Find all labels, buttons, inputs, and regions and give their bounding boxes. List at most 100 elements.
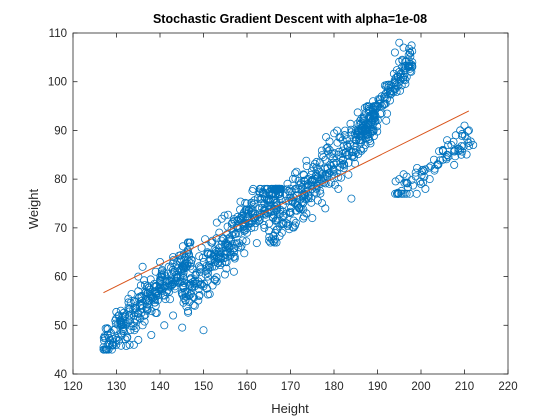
data-point [274,184,283,193]
data-point [273,214,282,223]
data-point [357,146,366,155]
data-point [321,155,330,164]
data-point [164,262,173,271]
data-point [338,160,347,169]
data-point [160,321,169,330]
data-point [442,153,451,162]
data-point [222,264,231,273]
data-point [224,210,233,219]
data-point [347,194,356,203]
data-point [352,136,361,145]
data-point [203,272,212,281]
y-tick-label: 70 [54,223,67,235]
data-point [421,165,430,174]
data-point [469,140,478,149]
data-point [418,165,427,174]
data-point [201,235,210,244]
data-point [359,144,368,153]
data-point [333,126,342,135]
data-point [132,301,141,310]
data-point [292,167,301,176]
data-point [265,232,274,241]
data-point [242,199,251,208]
data-point [310,159,319,168]
data-point [399,170,408,179]
data-point [286,209,295,218]
data-point [169,253,178,262]
data-point [269,214,278,223]
x-tick-label: 220 [498,381,517,393]
data-point [407,41,416,50]
data-point [421,184,430,193]
data-point [408,58,417,67]
data-point [338,155,347,164]
data-point [390,48,399,57]
data-point [178,242,187,251]
data-point [113,320,122,329]
data-point [111,316,120,325]
data-point [182,302,191,311]
data-point [135,292,144,301]
data-point [140,317,149,326]
data-point [212,218,221,227]
data-point [111,325,120,334]
data-point [356,116,365,125]
data-point [112,335,121,344]
data-point [103,325,112,334]
data-point [225,233,234,242]
data-point [170,267,179,276]
data-point [116,321,125,330]
data-point [202,261,211,270]
data-point [406,49,415,58]
data-point [249,184,258,193]
data-point [377,102,386,111]
data-point [284,187,293,196]
data-point [130,326,139,335]
data-point [293,191,302,200]
data-point [299,214,308,223]
data-point [151,281,160,290]
data-point [217,214,226,223]
data-point [347,131,356,140]
data-point [180,260,189,269]
data-point [112,340,121,349]
data-point [225,243,234,252]
data-point [173,272,182,281]
y-tick-label: 40 [54,369,67,381]
data-point [117,331,126,340]
data-point [181,296,190,305]
data-point [285,208,294,217]
data-point [408,62,417,71]
data-point [299,170,308,179]
data-point [204,263,213,272]
x-tick-label: 190 [368,381,387,393]
data-point [338,136,347,145]
data-point [340,131,349,140]
data-point [124,294,133,303]
data-point [451,131,460,140]
data-point [165,287,174,296]
data-point [247,223,256,232]
x-tick-label: 160 [237,381,256,393]
data-point [460,121,469,130]
data-point [187,255,196,264]
data-point [170,282,179,291]
x-tick-label: 210 [455,381,474,393]
data-point [260,209,269,218]
data-point [312,175,321,184]
data-point [216,253,225,262]
data-point [182,262,191,271]
data-point [438,145,447,154]
data-point [129,340,138,349]
data-point [165,295,174,304]
data-point [360,103,369,112]
data-point [129,296,138,305]
data-point [160,282,169,291]
data-point [395,38,404,47]
data-point [121,311,130,320]
data-point [156,281,165,290]
data-point [203,248,212,257]
data-point [290,199,299,208]
data-point [336,133,345,142]
data-point [257,199,266,208]
